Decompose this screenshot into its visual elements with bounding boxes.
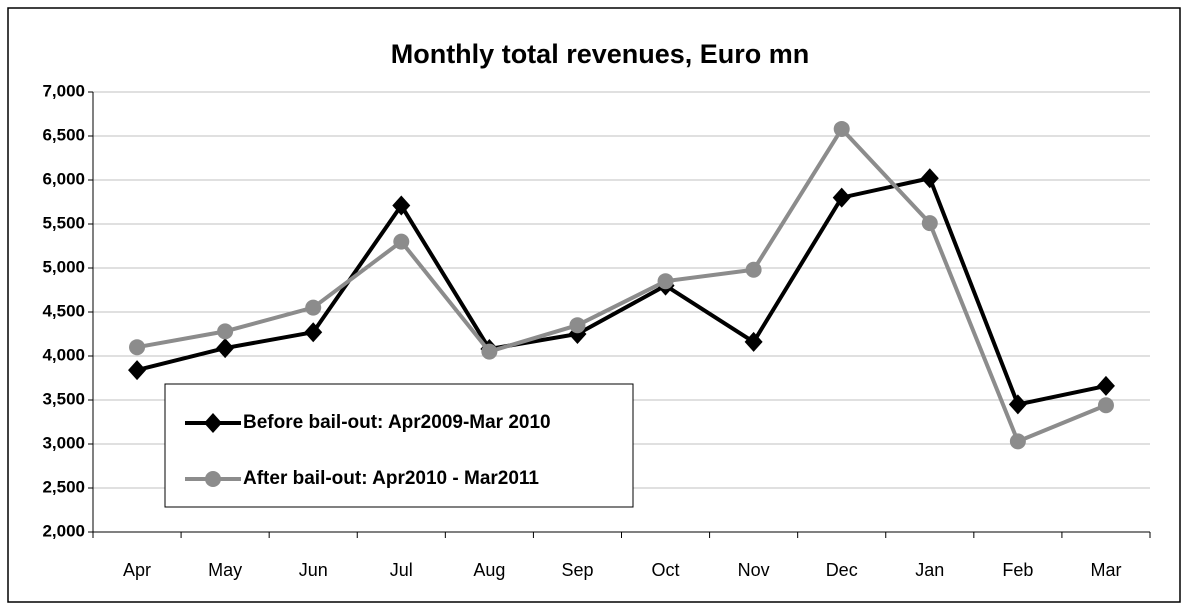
marker xyxy=(744,331,763,352)
x-tick-label: Jan xyxy=(915,560,944,580)
y-tick-label: 2,000 xyxy=(42,521,85,540)
x-tick-label: May xyxy=(208,560,242,580)
y-tick-label: 4,000 xyxy=(42,345,85,364)
x-tick-label: Oct xyxy=(652,560,680,580)
marker xyxy=(920,168,939,189)
x-tick-label: Nov xyxy=(738,560,770,580)
marker xyxy=(393,233,410,250)
marker xyxy=(129,339,146,356)
marker xyxy=(217,323,234,340)
y-tick-label: 7,000 xyxy=(42,81,85,100)
y-tick-label: 2,500 xyxy=(42,477,85,496)
x-tick-label: Feb xyxy=(1002,560,1033,580)
y-tick-label: 6,000 xyxy=(42,169,85,188)
marker xyxy=(657,273,674,290)
y-tick-label: 3,000 xyxy=(42,433,85,452)
series-line xyxy=(136,125,1107,444)
marker xyxy=(481,343,498,360)
x-tick-label: Mar xyxy=(1090,560,1121,580)
x-tick-label: Dec xyxy=(826,560,858,580)
marker xyxy=(833,120,850,137)
x-tick-label: Aug xyxy=(473,560,505,580)
marker xyxy=(1097,397,1114,414)
marker xyxy=(921,215,938,232)
y-tick-label: 6,500 xyxy=(42,125,85,144)
marker xyxy=(832,187,851,208)
marker xyxy=(305,299,322,316)
marker xyxy=(304,322,323,343)
x-tick-label: Apr xyxy=(123,560,151,580)
legend-label: Before bail-out: Apr2009-Mar 2010 xyxy=(243,412,551,433)
legend-box xyxy=(164,383,634,508)
marker xyxy=(569,317,586,334)
y-tick-label: 4,500 xyxy=(42,301,85,320)
marker xyxy=(1009,433,1026,450)
marker xyxy=(1008,394,1027,415)
marker xyxy=(392,195,411,216)
y-tick-label: 5,500 xyxy=(42,213,85,232)
marker xyxy=(128,360,147,381)
legend-marker xyxy=(205,471,221,487)
x-tick-label: Sep xyxy=(561,560,593,580)
chart-title: Monthly total revenues, Euro mn xyxy=(391,39,810,69)
y-tick-label: 3,500 xyxy=(42,389,85,408)
x-tick-label: Jul xyxy=(390,560,413,580)
series-line xyxy=(136,175,1107,407)
marker xyxy=(216,338,235,359)
legend-label: After bail-out: Apr2010 - Mar2011 xyxy=(243,468,539,489)
marker xyxy=(1096,375,1115,396)
marker xyxy=(745,261,762,278)
x-tick-label: Jun xyxy=(299,560,328,580)
y-tick-label: 5,000 xyxy=(42,257,85,276)
chart-border xyxy=(7,7,1181,603)
legend-marker xyxy=(204,413,222,433)
